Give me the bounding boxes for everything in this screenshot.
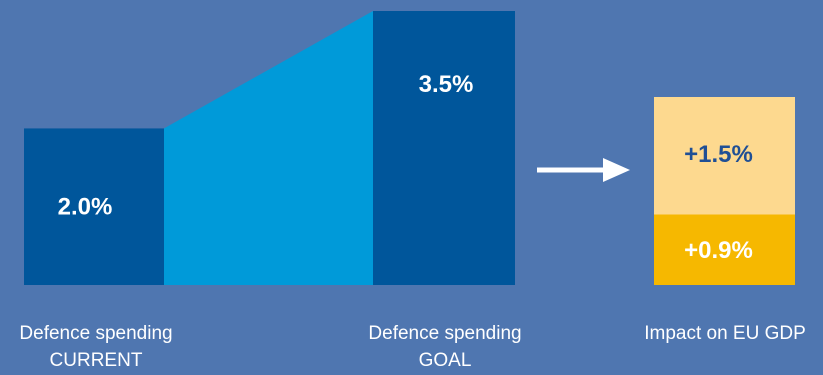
impact-segment-upper [654,97,795,215]
impact-upper-value-label: +1.5% [684,141,753,168]
caption-impact: Impact on EU GDP [644,323,806,344]
bar-current [24,128,164,285]
bar-goal [373,11,515,285]
impact-segment-lower [654,214,795,285]
growth-connector [164,11,373,285]
caption-goal-line2: GOAL [419,350,472,371]
bar-goal-value-label: 3.5% [419,71,474,98]
caption-current-line1: Defence spending [19,323,172,344]
bar-current-value-label: 2.0% [58,194,113,221]
right-arrow-icon [537,158,630,182]
impact-lower-value-label: +0.9% [684,237,753,264]
caption-goal-line1: Defence spending [368,323,521,344]
caption-current-line2: CURRENT [50,350,143,371]
